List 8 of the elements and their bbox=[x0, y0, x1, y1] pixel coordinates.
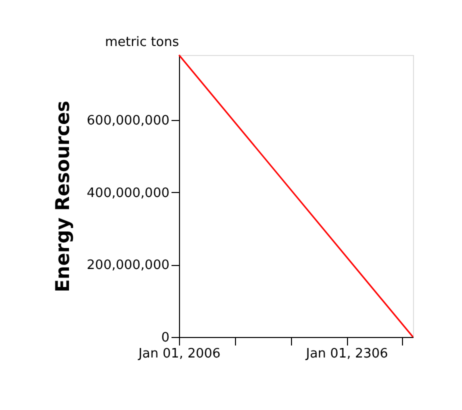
y-tick-label: 0 bbox=[161, 330, 170, 346]
y-tick-label: 600,000,000 bbox=[86, 114, 170, 129]
y-axis-title: Energy Resources bbox=[52, 100, 74, 292]
x-tick-label: Jan 01, 2306 bbox=[305, 346, 388, 362]
x-tick-label: Jan 01, 2006 bbox=[137, 346, 221, 362]
text: metric tons bbox=[104, 35, 180, 50]
y-tick-label: 400,000,000 bbox=[86, 186, 170, 201]
y-tick-label: 200,000,000 bbox=[86, 258, 170, 274]
